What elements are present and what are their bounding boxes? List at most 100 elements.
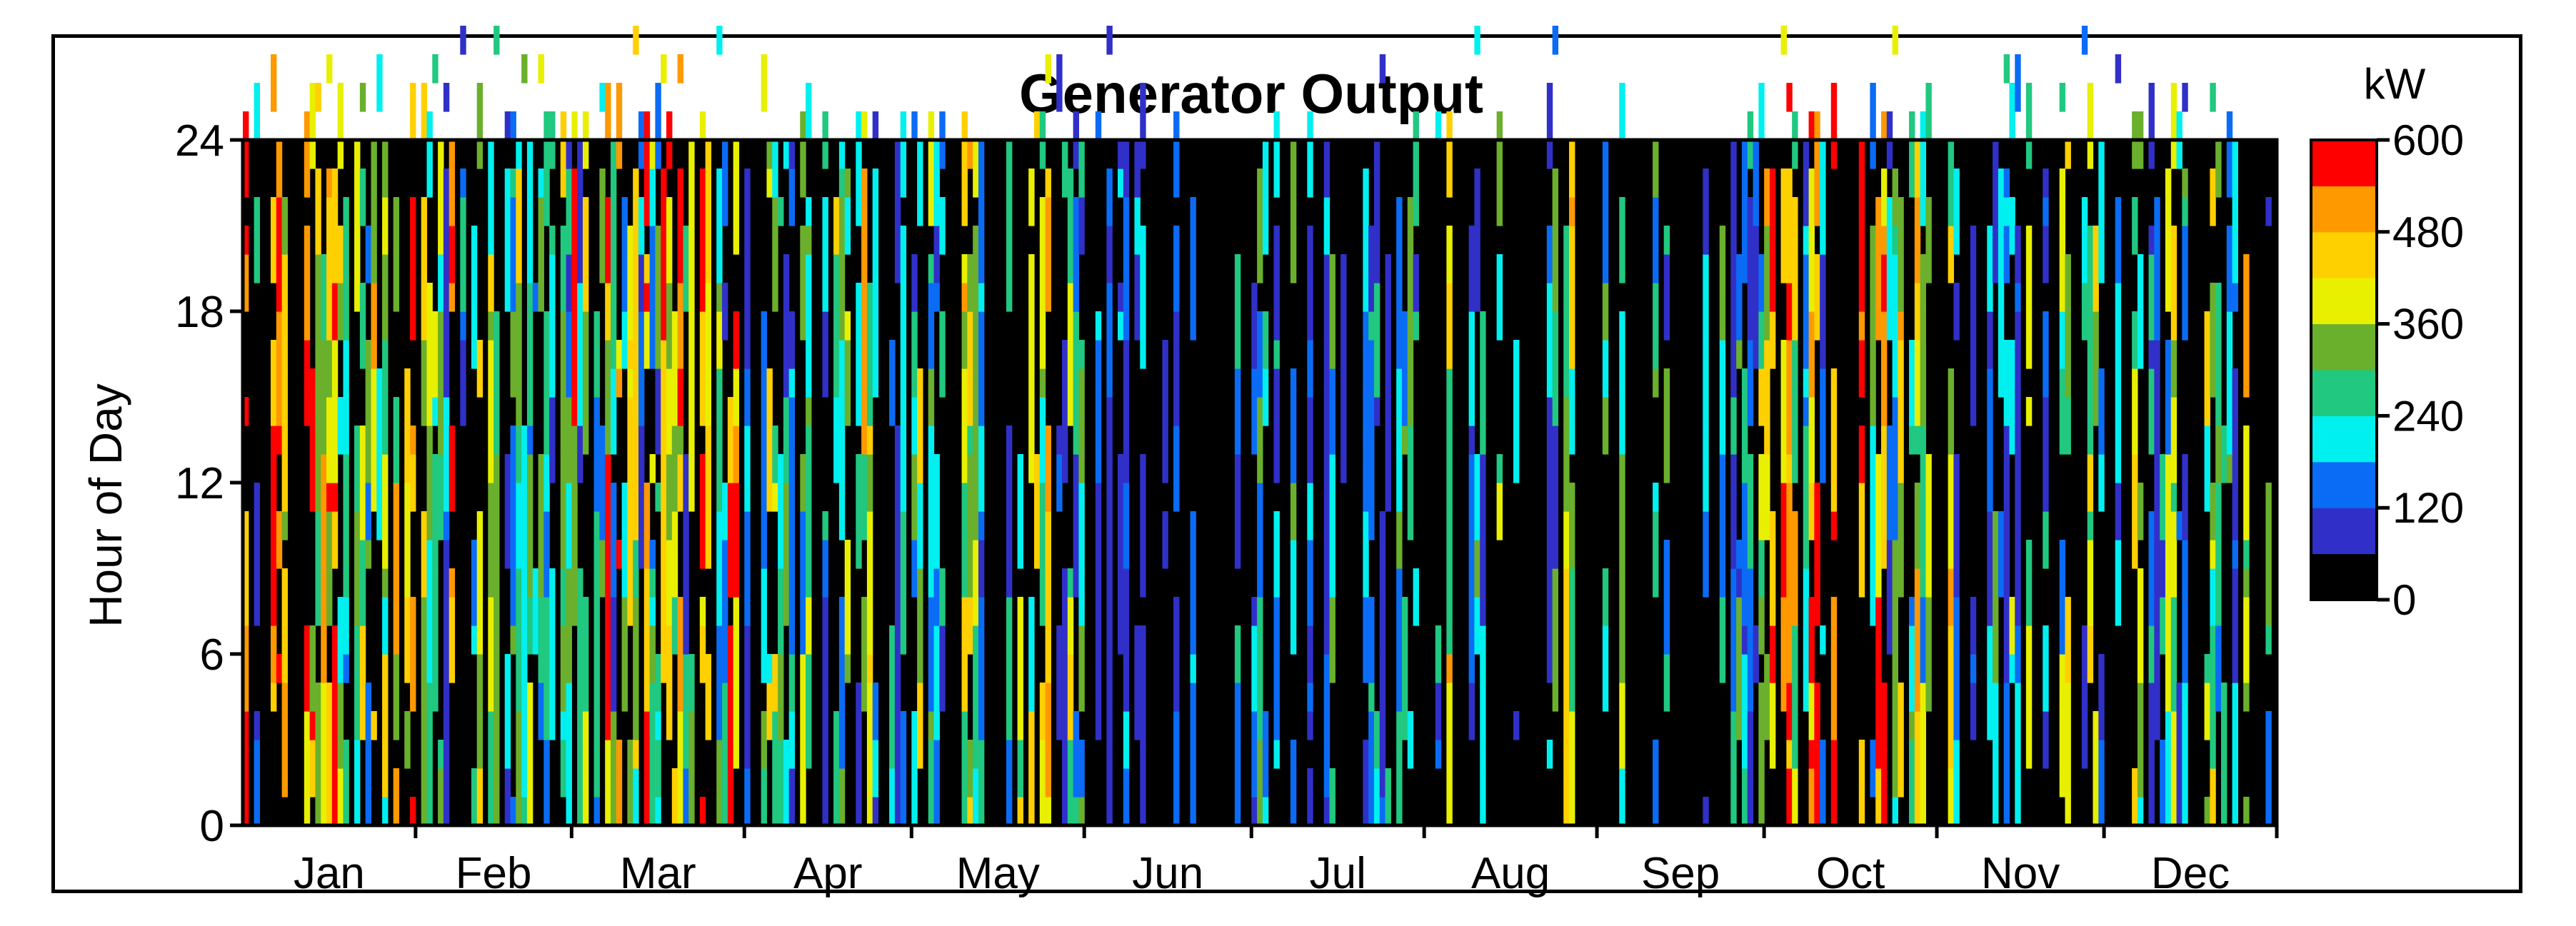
heatmap-cell — [733, 483, 740, 598]
heatmap-cell — [1329, 368, 1335, 455]
heatmap-cell — [1970, 683, 1977, 740]
heatmap-cell — [2154, 654, 2160, 740]
heatmap-cell — [404, 597, 411, 683]
heatmap-cell — [1496, 283, 1503, 341]
heatmap-cell — [978, 311, 985, 369]
heatmap-cell — [1563, 568, 1570, 712]
heatmap-cell — [560, 454, 567, 569]
heatmap-cell — [2204, 311, 2210, 426]
heatmap-cell — [2243, 797, 2250, 826]
colorbar-border — [2310, 139, 2378, 601]
heatmap-cell — [610, 597, 617, 712]
heatmap-cell — [410, 597, 416, 712]
heatmap-cell — [778, 197, 784, 226]
heatmap-cell — [582, 711, 589, 826]
heatmap-cell — [649, 597, 656, 626]
heatmap-cell — [1385, 397, 1391, 512]
heatmap-cell — [1323, 140, 1330, 198]
heatmap-cell — [761, 311, 768, 426]
heatmap-cell — [978, 540, 985, 598]
heatmap-cell — [1786, 683, 1793, 740]
heatmap-cell — [593, 654, 600, 797]
heatmap-cell — [716, 311, 723, 341]
heatmap-cell — [276, 654, 283, 683]
heatmap-cell — [1764, 654, 1770, 740]
heatmap-cell — [705, 283, 712, 426]
x-tick-label: Aug — [1471, 849, 1550, 898]
heatmap-cell — [2115, 54, 2122, 84]
heatmap-cell — [1569, 140, 1575, 198]
colorbar-tick-label: 240 — [2392, 392, 2464, 440]
heatmap-cell — [2243, 426, 2250, 540]
heatmap-cell — [516, 140, 522, 169]
heatmap-cell — [2115, 197, 2122, 283]
heatmap-cell — [1769, 511, 1776, 626]
heatmap-cell — [271, 683, 277, 712]
heatmap-cell — [1875, 597, 1882, 740]
heatmap-cell — [2232, 683, 2238, 826]
heatmap-cell — [911, 311, 918, 398]
colorbar-swatch — [2311, 140, 2377, 186]
heatmap-cell — [1095, 311, 1102, 341]
heatmap-cell — [900, 254, 907, 398]
heatmap-cell — [510, 197, 516, 312]
heatmap-cell — [365, 226, 372, 283]
heatmap-cell — [571, 511, 578, 626]
heatmap-cell — [1067, 597, 1074, 655]
heatmap-cell — [2115, 483, 2122, 540]
heatmap-cell — [2015, 226, 2021, 283]
heatmap-cell — [1764, 226, 1770, 341]
heatmap-cell — [788, 168, 796, 226]
heatmap-cell — [1953, 454, 1960, 598]
heatmap-cell — [1886, 426, 1893, 540]
heatmap-cell — [326, 54, 333, 84]
heatmap-cell — [421, 597, 428, 740]
heatmap-cell — [1820, 140, 1826, 255]
heatmap-cell — [917, 683, 923, 769]
heatmap-cell — [476, 654, 483, 769]
heatmap-cell — [872, 683, 879, 740]
heatmap-cell — [861, 454, 868, 540]
heatmap-cell — [688, 711, 695, 826]
heatmap-cell — [331, 340, 339, 483]
x-tick-label: Sep — [1641, 849, 1720, 898]
heatmap-cell — [2015, 683, 2021, 826]
heatmap-cell — [2210, 540, 2216, 569]
heatmap-cell — [822, 540, 828, 598]
heatmap-cell — [359, 283, 366, 369]
heatmap-cell — [1078, 368, 1085, 483]
heatmap-cell — [510, 311, 516, 398]
heatmap-cell — [2087, 340, 2094, 455]
heatmap-cell — [2025, 83, 2033, 169]
heatmap-cell — [1858, 740, 1865, 826]
heatmap-cell — [2215, 140, 2222, 198]
heatmap-cell — [354, 283, 361, 312]
heatmap-cell — [1786, 340, 1793, 426]
heatmap-cell — [973, 768, 979, 826]
heatmap-cell — [309, 740, 316, 797]
heatmap-cell — [766, 168, 773, 198]
heatmap-cell — [2170, 483, 2177, 512]
heatmap-cell — [1033, 111, 1041, 141]
heatmap-cell — [1663, 654, 1670, 712]
heatmap-cell — [833, 397, 840, 483]
heatmap-cell — [1552, 568, 1559, 712]
heatmap-cell — [1123, 483, 1130, 569]
heatmap-cell — [538, 597, 544, 683]
heatmap-cell — [788, 654, 796, 712]
heatmap-cell — [1953, 654, 1960, 740]
heatmap-cell — [543, 311, 550, 455]
heatmap-cell — [1162, 511, 1168, 569]
heatmap-cell — [917, 368, 923, 483]
heatmap-cell — [538, 197, 544, 312]
heatmap-cell — [1870, 226, 1876, 283]
heatmap-cell — [1262, 311, 1269, 369]
heatmap-cell — [2243, 540, 2250, 569]
heatmap-cell — [1006, 597, 1013, 740]
heatmap-cell — [2170, 426, 2177, 483]
heatmap-cell — [1619, 197, 1625, 283]
heatmap-cell — [643, 311, 651, 369]
heatmap-cell — [1062, 568, 1068, 626]
heatmap-cell — [621, 483, 628, 598]
heatmap-cell — [2232, 283, 2238, 312]
